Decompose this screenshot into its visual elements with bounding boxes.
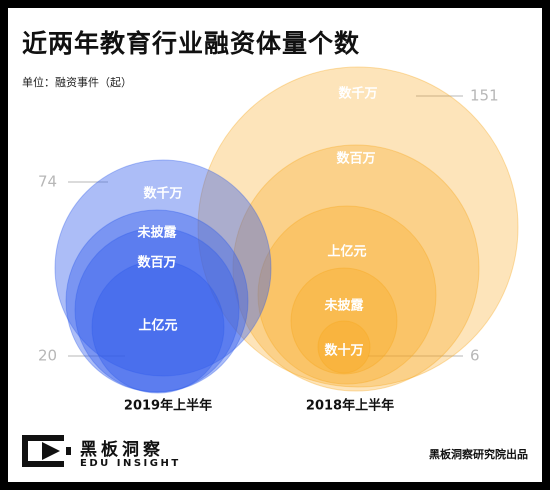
brand-name-en: EDU INSIGHT — [80, 458, 181, 469]
bubble-2019-4 — [91, 260, 225, 394]
bubble-2018-5 — [317, 320, 371, 374]
brand-name-cn: 黑板洞察 — [80, 440, 164, 460]
bubble-2018-3 — [257, 205, 437, 385]
bubble-label: 数千万 — [143, 186, 182, 202]
group-label: 2018年上半年 — [306, 398, 394, 414]
bubble-2018-4 — [290, 267, 398, 375]
bubble-label: 上亿元 — [138, 318, 177, 334]
source-credit: 黑板洞察研究院出品 — [429, 448, 528, 461]
edu-insight-logo-icon — [22, 435, 71, 467]
leader-lines — [68, 95, 463, 357]
bubble-2018-1 — [197, 66, 519, 388]
chart-title: 近两年教育行业融资体量个数 — [22, 29, 361, 58]
bubble-label: 未披露 — [136, 225, 177, 241]
bubble-label: 数百万 — [137, 255, 176, 271]
group-label: 2019年上半年 — [124, 398, 212, 414]
bubble-label: 上亿元 — [327, 244, 366, 260]
bubble-label: 数千万 — [338, 86, 377, 102]
bubble-label: 数百万 — [336, 151, 375, 167]
bubble-2019-1 — [54, 159, 272, 377]
bubble-2019-2 — [65, 209, 249, 393]
group-2018-bubbles — [197, 66, 519, 392]
bubble-labels: 数千万未披露数百万上亿元2019年上半年7420数千万数百万上亿元未披露数十万2… — [38, 86, 499, 414]
bubble-2019-3 — [74, 227, 240, 393]
bubble-label: 数十万 — [324, 343, 363, 359]
bubble-chart: 数千万未披露数百万上亿元2019年上半年7420数千万数百万上亿元未披露数十万2… — [38, 66, 519, 414]
bubble-label: 未披露 — [323, 298, 364, 314]
unit-label: 单位：融资事件（起） — [22, 76, 132, 89]
group-2019-bubbles — [54, 159, 272, 394]
scale-value-label: 20 — [38, 347, 57, 365]
scale-value-label: 151 — [470, 87, 499, 105]
bubble-2018-2 — [232, 144, 480, 392]
scale-value-label: 74 — [38, 173, 57, 191]
scale-value-label: 6 — [470, 347, 480, 365]
chart-card: 近两年教育行业融资体量个数 单位：融资事件（起） 数千万 未披露 数百万 上亿元 201… — [8, 8, 542, 482]
